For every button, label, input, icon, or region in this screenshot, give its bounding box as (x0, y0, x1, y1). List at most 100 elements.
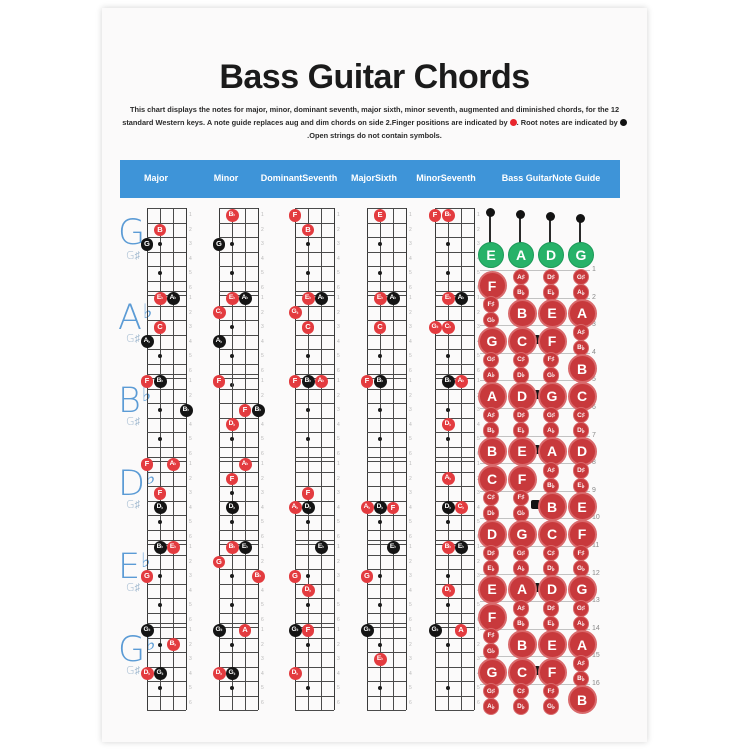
fret-line (147, 237, 186, 238)
fret-number: 4 (337, 670, 340, 677)
note-guide-flat-E♭: E ♭ (482, 560, 500, 577)
fret-number: 5 (261, 353, 264, 359)
chord-diagram-G♭-major: 1 2 3 4 5 6 G ♭ B ♭ D ♭ G ♭ (140, 623, 199, 711)
fret-line (147, 500, 186, 502)
root-note-marker: G ♭ (140, 623, 154, 637)
note-guide-natural-B: B (567, 685, 597, 715)
fret-line (295, 623, 334, 624)
note-guide-fret-line (480, 546, 590, 547)
fret-line (435, 554, 474, 556)
fret-number: 4 (477, 421, 480, 428)
fret-line (219, 403, 258, 404)
fretboard-position-dot (377, 408, 383, 413)
fret-number: 2 (337, 309, 340, 316)
fret-line (219, 457, 258, 458)
fretboard-position-dot (157, 408, 163, 413)
fret-line (295, 695, 334, 697)
fret-number: 4 (337, 504, 340, 511)
fret-line (435, 695, 474, 697)
note-guide-fret-number: 11 (592, 542, 600, 549)
fret-line (367, 417, 406, 419)
fret-number: 4 (261, 421, 264, 428)
root-note-marker: B ♭ (251, 403, 265, 417)
finger-position-marker: D ♭ (441, 584, 455, 598)
fret-number: 3 (409, 241, 412, 247)
fret-line (435, 305, 474, 307)
fret-line (295, 291, 334, 292)
fret-number: 4 (189, 587, 192, 594)
finger-position-marker: G (288, 570, 302, 583)
finger-position-marker: A ♭ (166, 457, 180, 471)
fret-line (367, 710, 406, 711)
note-guide-flat-D♭: D ♭ (512, 367, 530, 384)
chord-diagram-D♭-major-sixth: 1 2 3 4 5 6 A ♭ D ♭ F (360, 457, 419, 545)
fret-line (219, 529, 258, 531)
fret-line (435, 529, 474, 531)
string-line (258, 457, 260, 544)
fret-line (435, 291, 474, 292)
fret-line (435, 540, 474, 541)
fret-number: 3 (337, 241, 340, 247)
finger-position-marker: F (238, 404, 252, 417)
note-guide-flat-E♭: E ♭ (512, 422, 530, 439)
chord-diagram-B♭-major-sixth: 1 2 3 4 5 6 F B ♭ (360, 374, 419, 462)
open-string-G: G (568, 242, 594, 268)
blurb-line-1: This chart displays the notes for major,… (129, 105, 555, 114)
fret-number: 3 (409, 490, 412, 496)
fret-number: 4 (189, 255, 192, 262)
string-line (258, 291, 260, 378)
note-guide-flat-E♭: E ♭ (542, 615, 560, 632)
string-line (334, 291, 336, 378)
fretboard-position-dot (377, 242, 383, 247)
note-guide-fret-line (480, 380, 590, 382)
fret-line (295, 569, 334, 570)
fret-line (367, 291, 406, 292)
fret-line (219, 363, 258, 365)
fret-line (367, 266, 406, 267)
finger-position-marker: F (428, 209, 442, 222)
fret-number: 3 (477, 324, 480, 330)
note-guide-sharp-F♯: F ♯ (572, 544, 590, 562)
finger-position-marker: B (153, 223, 167, 236)
fret-line (147, 612, 186, 614)
fret-number: 6 (337, 367, 340, 374)
fretboard-position-dot (305, 242, 311, 247)
note-guide-fret-number: 2 (592, 293, 596, 301)
finger-position-marker: E (373, 209, 387, 222)
note-guide-natural-C: C (477, 464, 507, 494)
note-guide-fret-number: 8 (592, 459, 596, 467)
note-guide-fret-number: 13 (592, 597, 600, 605)
fret-number: 2 (477, 226, 480, 233)
fretboard-position-dot (229, 437, 235, 442)
fretboard-position-dot (445, 520, 451, 525)
fret-line (435, 251, 474, 253)
fret-number: 5 (337, 602, 340, 608)
fretboard-position-dot (305, 574, 311, 579)
fret-line (147, 374, 186, 375)
fret-line (435, 515, 474, 516)
fret-number: 6 (189, 450, 192, 457)
fretboard-position-dot (445, 354, 451, 359)
finger-position-marker: C (373, 321, 387, 334)
fret-line (147, 457, 186, 458)
fret-number: 2 (189, 392, 192, 399)
note-guide-flat-B♭: B ♭ (482, 422, 500, 439)
fretboard-position-dot (445, 603, 451, 608)
fret-line (219, 666, 258, 668)
finger-position-marker: F (212, 375, 226, 388)
column-header-bar: Major Minor Dominant Seventh Major Sixth Minor… (120, 160, 620, 198)
fret-line (147, 666, 186, 668)
root-note-marker: G ♭ (360, 623, 374, 637)
root-note-marker: D ♭ (373, 501, 387, 515)
note-guide-fret-number: 9 (592, 486, 596, 494)
fret-number: 5 (477, 685, 480, 691)
open-string-A: A (508, 242, 534, 268)
fret-line (219, 320, 258, 321)
fret-number: 1 (409, 378, 412, 384)
fret-line (435, 374, 474, 375)
finger-position-marker: C (301, 321, 315, 334)
note-guide-flat-A♭: A ♭ (572, 615, 590, 632)
root-note-marker: B ♭ (373, 374, 387, 388)
fret-number: 1 (409, 544, 412, 550)
